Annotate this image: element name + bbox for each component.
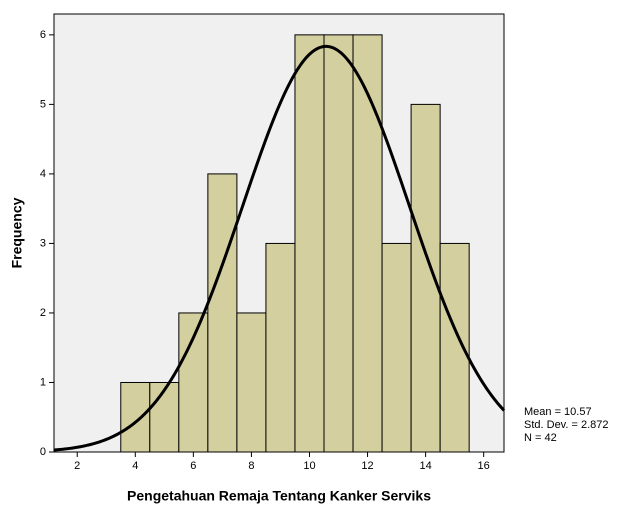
bar — [352, 34, 383, 453]
normal-curve — [53, 44, 506, 452]
y-tick-label: 6 — [40, 29, 46, 41]
x-tick-label: 6 — [190, 460, 196, 472]
bar — [294, 34, 325, 453]
x-tick-label: 10 — [303, 460, 315, 472]
bar — [265, 242, 296, 453]
y-tick-label: 5 — [40, 98, 46, 110]
bar — [381, 242, 412, 453]
plot-border — [53, 13, 505, 453]
bar — [207, 173, 238, 453]
y-tick-label: 2 — [40, 307, 46, 319]
stats-label: N = 42 — [524, 432, 557, 444]
bar — [120, 381, 151, 453]
x-tick-label: 14 — [419, 460, 431, 472]
bar — [323, 34, 354, 453]
x-axis-label: Pengetahuan Remaja Tentang Kanker Servik… — [127, 488, 431, 504]
bar — [149, 381, 180, 453]
x-tick-label: 8 — [248, 460, 254, 472]
y-axis-label: Frequency — [9, 197, 25, 268]
stats-label: Std. Dev. = 2.872 — [524, 419, 609, 431]
x-tick-label: 2 — [74, 460, 80, 472]
y-tick-label: 1 — [40, 376, 46, 388]
stats-label: Mean = 10.57 — [524, 406, 592, 418]
y-tick-label: 0 — [40, 446, 46, 458]
bar — [178, 312, 209, 453]
x-tick-label: 12 — [361, 460, 373, 472]
x-tick-label: 4 — [132, 460, 138, 472]
y-tick-label: 4 — [40, 168, 46, 180]
bar — [236, 312, 267, 453]
y-tick-label: 3 — [40, 237, 46, 249]
x-tick-label: 16 — [478, 460, 490, 472]
